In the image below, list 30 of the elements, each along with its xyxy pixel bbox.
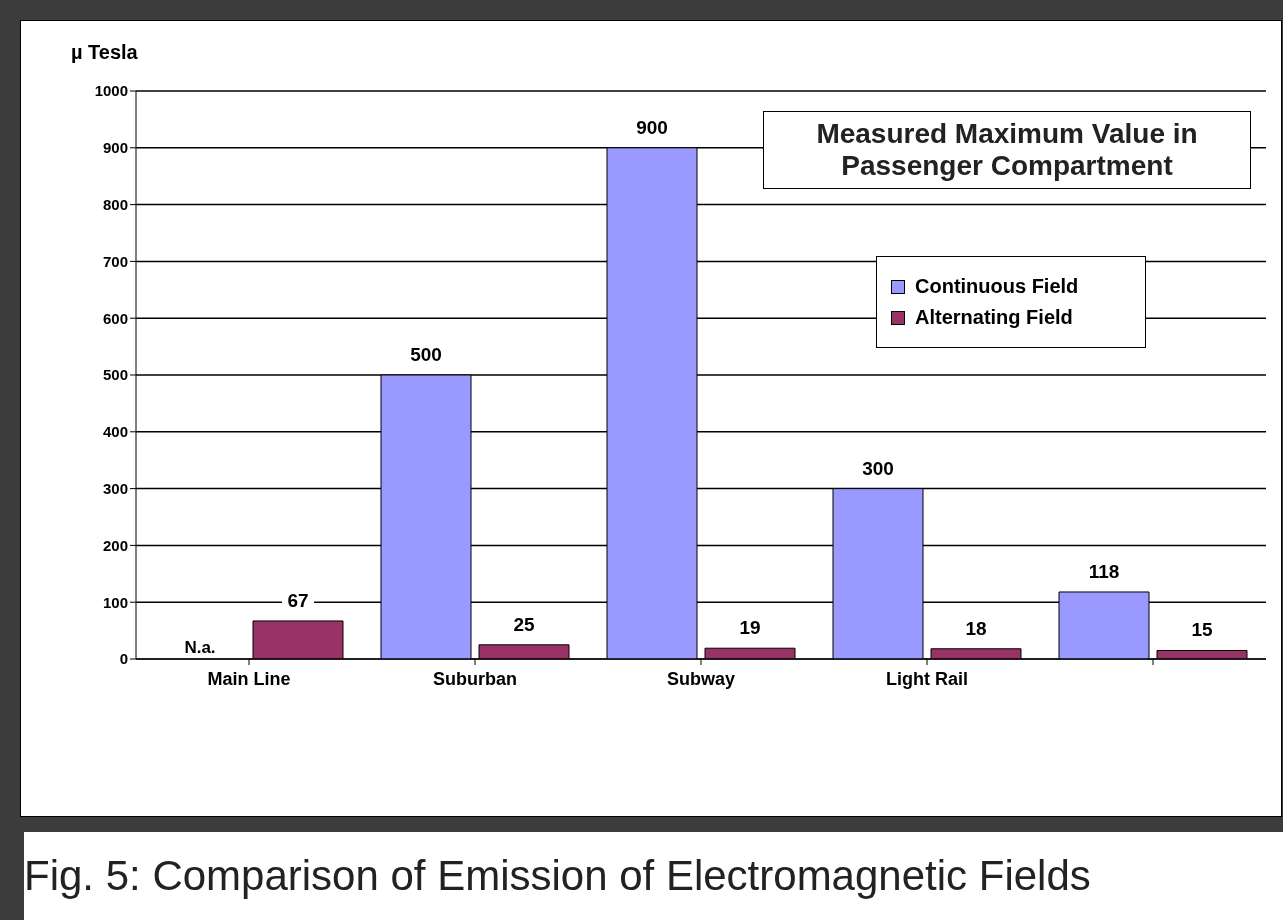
y-axis-title: µ Tesla	[71, 41, 138, 64]
y-tick-label: 500	[102, 366, 128, 384]
y-tick-label: 100	[102, 593, 128, 611]
data-label: 67	[287, 589, 309, 611]
y-tick-label: 0	[119, 650, 128, 668]
text-box: Measured Maximum Value in Passenger Compartment	[763, 111, 1251, 189]
y-tick-label: 400	[102, 423, 128, 441]
x-tick-label: Light Rail	[886, 669, 968, 689]
data-label: 18	[965, 617, 987, 639]
data-label: 19	[739, 617, 761, 639]
data-label: 900	[636, 116, 668, 138]
x-tick-label: Subway	[666, 669, 736, 689]
y-tick-label: 800	[102, 195, 128, 213]
text: Fig. 5: Comparison of Emission of Electromagnetic Fields	[24, 832, 1283, 920]
data-label: 500	[410, 344, 442, 365]
data-label: 15	[1191, 619, 1213, 641]
y-tick-label: 900	[102, 139, 128, 157]
y-tick-label: 700	[102, 252, 128, 270]
x-tick-label: Main Line	[207, 669, 291, 689]
y-tick-label: 1000	[94, 82, 128, 100]
data-label: 300	[862, 457, 894, 479]
y-tick-label: 200	[102, 536, 128, 554]
y-tick-label: 300	[102, 479, 128, 497]
text: N.a.	[184, 638, 216, 657]
legend-label: Continuous Field	[914, 275, 1080, 298]
x-tick-label: Suburban	[433, 669, 517, 689]
legend-label: Alternating Field	[914, 306, 1074, 329]
data-label: 118	[1088, 560, 1120, 582]
y-tick-label: 600	[102, 309, 128, 327]
data-label: 25	[513, 613, 535, 635]
